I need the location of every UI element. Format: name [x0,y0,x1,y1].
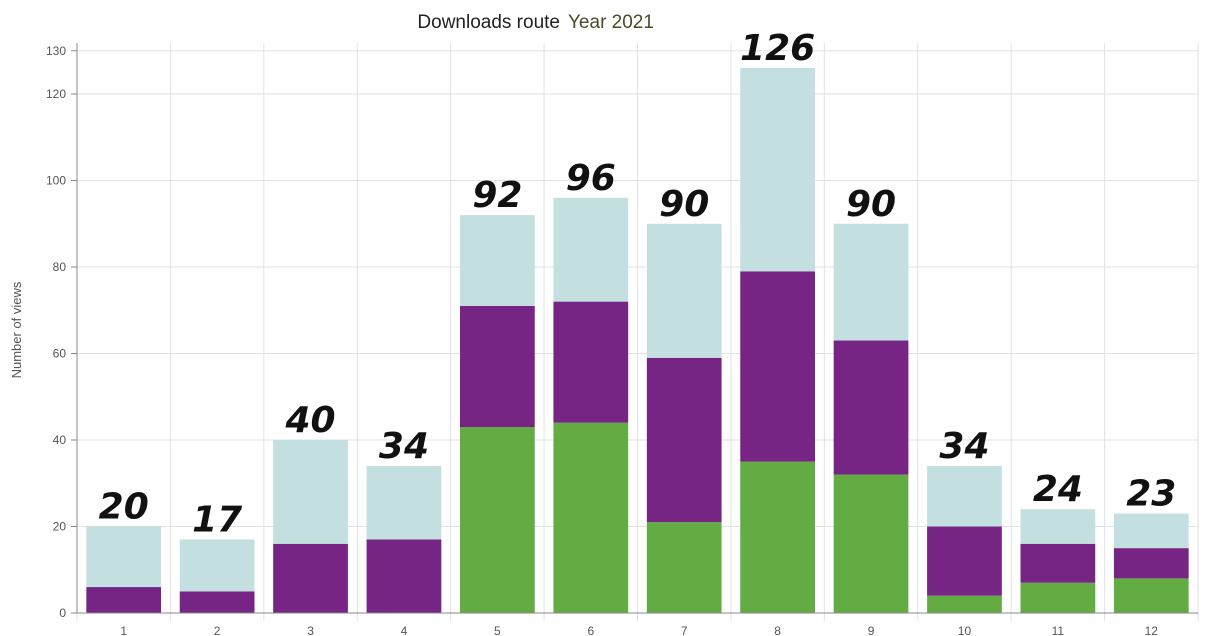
bar-segment-9-series-3 [833,223,909,341]
bar-segment-5-series-1 [460,427,535,613]
bar-segment-12-series-1 [1113,578,1189,613]
bar-segment-2-series-3 [179,539,255,592]
bar-segment-8-series-2 [740,271,815,462]
bar-total-label: 24 [1033,469,1083,510]
y-tick-label: 100 [46,174,66,188]
x-tick-label: 12 [1145,624,1159,636]
bar-segment-4-series-2 [366,539,442,613]
bar-total-label: 34 [379,426,429,467]
x-tick-label: 7 [681,624,688,636]
bar-total-label: 92 [472,175,522,216]
bar-segment-7-series-3 [646,223,722,358]
bar-segment-3-series-3 [273,440,348,544]
bar-segment-10-series-2 [927,526,1002,596]
y-tick-label: 80 [53,260,67,274]
bar-segment-5-series-3 [460,215,535,306]
bar-segment-8-series-1 [740,461,815,613]
bar-segment-5-series-2 [460,305,535,428]
bar-segment-7-series-2 [646,357,722,523]
bar-segment-11-series-3 [1020,509,1096,544]
x-tick-label: 9 [868,624,875,636]
bar-segment-10-series-3 [927,465,1002,527]
bar-total-label: 90 [846,184,896,225]
x-tick-label: 1 [120,624,127,636]
bar-total-label: 40 [284,400,335,441]
bar-total-label: 126 [740,28,815,69]
bar-segment-1-series-2 [86,587,162,613]
chart-title: Downloads route [417,12,560,33]
x-tick-label: 3 [307,624,314,636]
y-axis-label: Number of views [9,281,24,378]
x-tick-label: 2 [214,624,221,636]
labels: 0204060801001201301202173404345926967908… [46,28,1176,636]
bar-segment-2-series-2 [179,591,255,613]
x-tick-label: 8 [774,624,781,636]
x-tick-label: 10 [958,624,972,636]
bar-segment-1-series-3 [86,526,162,588]
chart-title-year: Year 2021 [568,12,654,33]
y-tick-label: 60 [53,347,67,361]
bar-segment-7-series-1 [646,522,722,613]
bar-segment-6-series-2 [553,301,629,423]
bar-segment-11-series-1 [1020,582,1096,613]
bar-segment-6-series-1 [553,422,629,613]
axes [71,43,1198,614]
bar-segment-8-series-3 [740,68,815,272]
bar-segment-9-series-1 [833,474,909,613]
bar-segment-6-series-3 [553,197,629,302]
y-tick-label: 130 [46,44,66,58]
x-tick-label: 5 [494,624,501,636]
y-tick-label: 0 [59,606,66,620]
grid [76,43,1199,621]
bars [86,68,1189,613]
y-tick-label: 120 [46,87,66,101]
bar-total-label: 23 [1126,474,1176,515]
bar-total-label: 17 [192,499,242,540]
bar-segment-4-series-3 [366,465,442,540]
x-tick-label: 6 [587,624,594,636]
bar-segment-9-series-2 [833,340,909,475]
bar-segment-12-series-2 [1113,548,1189,579]
y-tick-label: 20 [53,520,67,534]
x-tick-label: 4 [401,624,408,636]
bar-total-label: 96 [566,158,616,199]
bar-total-label: 20 [99,487,149,528]
x-tick-label: 11 [1052,624,1065,636]
bar-segment-3-series-2 [273,543,348,613]
y-tick-label: 40 [53,433,67,447]
bar-segment-12-series-3 [1113,513,1189,549]
bar-total-label: 90 [659,184,709,225]
bar-segment-11-series-2 [1020,543,1096,583]
bar-segment-10-series-1 [927,595,1002,613]
bar-total-label: 34 [939,426,989,467]
